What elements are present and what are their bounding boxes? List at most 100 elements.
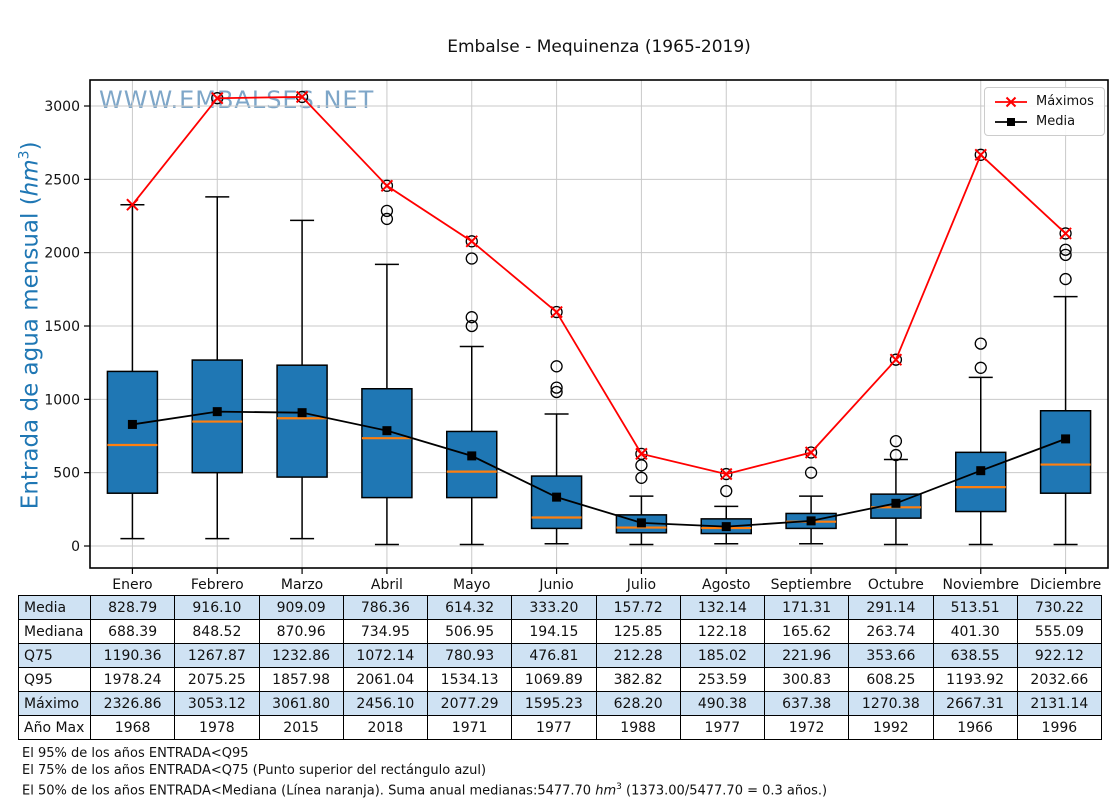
y-tick-label: 0 [71,539,80,555]
outlier-point [380,204,394,218]
boxplot-abril [361,179,413,546]
max-marker [126,198,139,211]
table-cell: 1270.38 [848,691,934,716]
x-tick-label: Febrero [191,577,244,593]
table-cell: 291.14 [848,595,934,620]
x-tick-label: Diciembre [1030,577,1101,593]
table-cell: 1977 [679,715,766,740]
x-tick-label: Octubre [868,577,924,593]
x-axis: Enero Febrero Marzo Abril Mayo Junio Julio Agos… [112,568,1101,593]
outlier-point [804,446,818,459]
table-cell: 638.55 [932,643,1018,668]
outlier-point [1059,248,1072,262]
table-cell: 165.62 [763,619,850,644]
max-marker [380,179,394,192]
y-axis-label-exponent: 3 [16,150,33,160]
iqr-box [276,364,328,478]
note-mediana-suffix: (1373.00/5477.70 = 0.3 años.) [621,783,828,799]
table-cell: 1978.24 [89,667,176,692]
mean-marker [976,466,986,476]
max-marker [804,446,818,459]
max-marker [635,447,648,461]
outlier-point [465,235,478,248]
table-cell: 2032.66 [1016,667,1103,692]
max-marker [550,305,563,319]
table-cell: 1193.92 [932,667,1018,692]
outlier-point [380,179,394,192]
max-marker [889,353,903,366]
table-cell: 506.95 [426,619,513,644]
note-mediana-unit: hm [595,783,617,799]
table-cell: 2018 [342,715,429,740]
watermark: WWW.EMBALSES.NET [99,86,375,114]
note-mediana-text: El 50% de los años ENTRADA<Mediana (Líne… [22,783,596,799]
table-cell: 1971 [426,715,513,740]
table-cell: 353.66 [848,643,934,668]
mean-marker [721,522,731,532]
outlier-point [465,252,478,265]
note-mediana-exponent: 3 [616,782,622,792]
boxplot-enero [106,203,159,540]
boxplot-chart: 0 500 1000 1500 2000 2500 3000 Enero Febrero Marz… [44,79,1109,593]
outlier-point [1059,272,1072,286]
outlier-point [550,385,563,399]
table-cell: 1534.13 [426,667,513,692]
outlier-point [550,305,563,319]
max-marker [720,467,733,481]
iqr-box [191,359,243,474]
max-marker [465,235,478,248]
x-tick-label: Mayo [453,577,491,593]
legend: Máximos Media [984,87,1105,136]
boxplot-marzo [276,90,328,540]
table-cell: 171.31 [763,595,850,620]
iqr-box [361,388,413,499]
outlier-point [635,471,648,484]
table-cell: 221.96 [763,643,850,668]
y-axis: 0 500 1000 1500 2000 2500 3000 [44,99,90,555]
table-cell: 1232.86 [258,643,344,668]
outlier-point [550,381,563,394]
outlier-point [974,337,987,350]
table-cell: 300.83 [763,667,850,692]
table-row: Mediana 688.39 848.52 870.96 734.95 506.95 194… [18,619,1103,644]
table-cell: 1190.36 [89,643,176,668]
mean-marker [552,492,562,502]
y-axis-label-unit: hm [17,159,44,197]
table-cell: 1977 [511,715,597,740]
media-line [127,407,1071,532]
table-cell: 253.59 [679,667,766,692]
table-cell: 1072.14 [342,643,429,668]
outlier-point [889,434,903,448]
outlier-point [1059,227,1072,240]
table-row: Máximo 2326.86 3053.12 3061.80 2456.10 2077.2… [18,691,1103,716]
outlier-point [465,319,478,333]
outlier-point [889,448,903,462]
table-row: Q75 1190.36 1267.87 1232.86 1072.14 780.93 476… [18,643,1103,668]
table-cell: 194.15 [511,619,597,644]
table-cell: 922.12 [1016,643,1103,668]
table-cell: 157.72 [595,595,681,620]
y-tick-label: 2500 [44,172,80,188]
table-cell: 628.20 [595,691,681,716]
table-cell: 2061.04 [342,667,429,692]
maximos-line [126,90,1072,481]
mean-marker [297,408,307,418]
chart-title: Embalse - Mequinenza (1965-2019) [447,37,751,57]
table-cell: 513.51 [932,595,1018,620]
table-cell: 1857.98 [258,667,344,692]
outlier-point [974,361,987,374]
y-tick-label: 1000 [44,392,80,408]
table-cell: 848.52 [174,619,260,644]
table-cell: 2667.31 [932,691,1018,716]
table-cell: 734.95 [342,619,429,644]
mean-marker [1061,434,1071,444]
table-cell: 688.39 [89,619,176,644]
outlier-point [465,311,478,324]
outlier-point [804,466,818,479]
table-cell: 2077.29 [426,691,513,716]
table-cell: 132.14 [679,595,766,620]
table-cell: 476.81 [511,643,597,668]
mean-marker [467,451,477,461]
row-label: Máximo [18,691,91,716]
table-cell: 608.25 [848,667,934,692]
